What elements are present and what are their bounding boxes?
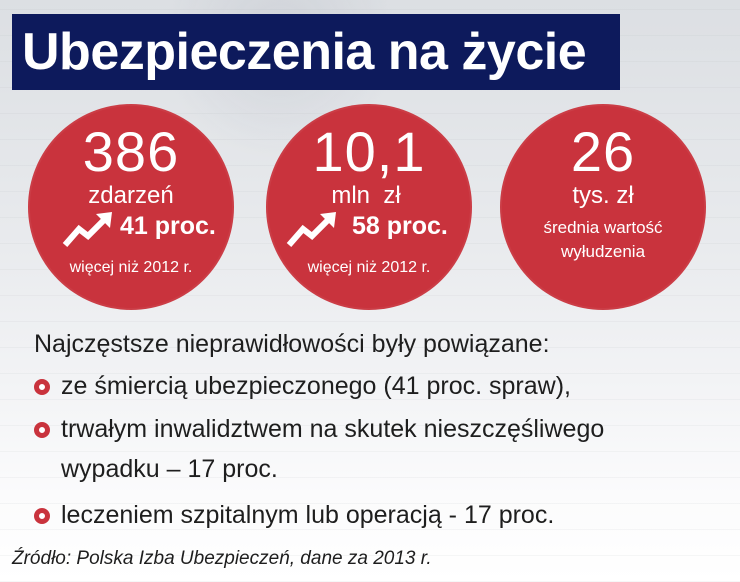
stat-description-line: średnia wartość: [543, 218, 663, 237]
bullet-ring-icon: [34, 379, 50, 395]
stat-unit: tys. zł: [572, 182, 634, 209]
stat-value: 10,1: [312, 120, 426, 183]
title-bar: Ubezpieczenia na życie: [12, 14, 620, 90]
stat-circle-average: 26 tys. zł średnia wartość wyłudzenia: [500, 104, 706, 310]
stat-unit: mln zł: [331, 182, 401, 209]
stat-change: 41 proc.: [120, 212, 216, 240]
stat-unit: zdarzeń: [88, 182, 174, 209]
stat-note: więcej niż 2012 r.: [69, 259, 193, 276]
list-item-text: leczeniem szpitalnym lub operacją - 17 p…: [61, 501, 555, 529]
stat-circle-amount: 10,1 mln zł 58 proc. więcej niż 2012 r.: [266, 104, 472, 310]
list-item-text: ze śmiercią ubezpieczonego (41 proc. spr…: [61, 372, 571, 400]
list-item-continuation: wypadku – 17 proc.: [61, 455, 278, 483]
list-heading: Najczęstsze nieprawidłowości były powiąz…: [34, 330, 550, 358]
stat-description-line: wyłudzenia: [560, 242, 646, 261]
list-item-text: trwałym inwalidztwem na skutek nieszczęś…: [61, 415, 605, 443]
stat-note: więcej niż 2012 r.: [307, 259, 431, 276]
stat-circle-events: 386 zdarzeń 41 proc. więcej niż 2012 r.: [28, 104, 234, 310]
page-title: Ubezpieczenia na życie: [22, 23, 587, 81]
trend-up-arrow-icon: [62, 212, 112, 247]
bullet-ring-icon: [34, 422, 50, 438]
source-note: Źródło: Polska Izba Ubezpieczeń, dane za…: [12, 548, 432, 569]
stat-value: 26: [570, 120, 636, 183]
trend-up-arrow-icon: [286, 212, 336, 247]
stat-change: 58 proc.: [352, 212, 448, 240]
bullet-ring-icon: [34, 508, 50, 524]
stat-value: 386: [82, 120, 180, 183]
stat-description: średnia wartość wyłudzenia: [500, 216, 706, 264]
